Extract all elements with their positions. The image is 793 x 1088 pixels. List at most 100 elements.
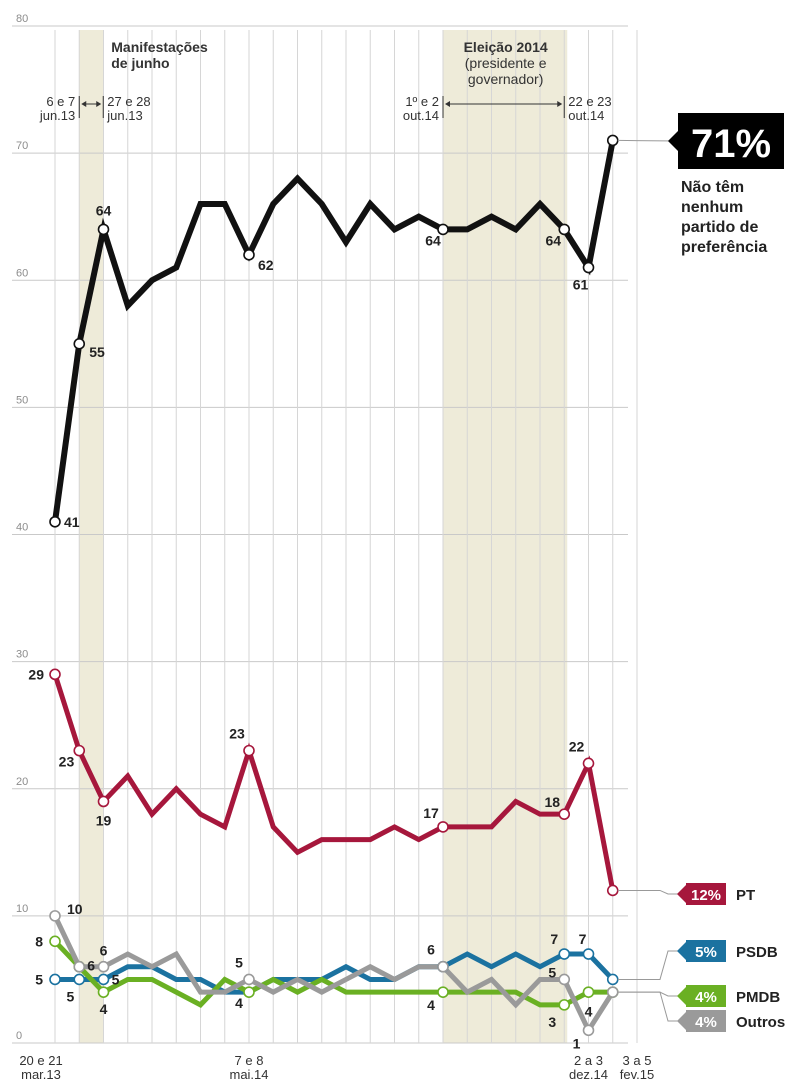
data-point-pmdb [49, 935, 61, 948]
data-label-nenhum: 64 [425, 232, 441, 248]
badge-pointer [677, 885, 686, 903]
data-point-pmdb [437, 986, 449, 998]
y-tick-label: 50 [16, 394, 28, 406]
y-tick-label: 40 [16, 522, 28, 534]
data-point-outros [558, 973, 571, 986]
data-label-pt: 17 [423, 805, 439, 821]
badge-outros [686, 1010, 726, 1032]
data-label-psdb: 5 [35, 971, 43, 987]
data-point-pt [73, 744, 86, 757]
data-label-outros: 1 [573, 1035, 581, 1051]
data-label-nenhum: 55 [89, 344, 105, 360]
badge-pointer [677, 987, 686, 1005]
data-label-nenhum: 62 [258, 257, 274, 273]
data-markers [49, 134, 619, 1037]
data-label-nenhum: 64 [96, 202, 112, 218]
data-label-outros: 4 [585, 1003, 593, 1019]
data-label-pt: 19 [96, 812, 112, 828]
data-label-psdb: 7 [550, 931, 558, 947]
y-tick-label: 0 [16, 1030, 22, 1042]
legend-label-pmdb: PMDB [736, 989, 780, 1006]
data-point-outros [582, 1024, 595, 1037]
data-point-pmdb [582, 986, 595, 998]
data-point-pt [243, 744, 255, 757]
data-point-psdb [558, 948, 571, 960]
legend-label-psdb: PSDB [736, 944, 778, 961]
grid: 0 10 20 30 40 50 60 70 80 [12, 13, 638, 1044]
y-tick-label: 80 [16, 13, 28, 25]
data-point-nenhum [437, 223, 449, 236]
data-point-nenhum [49, 515, 61, 528]
connector-pmdb [617, 991, 678, 997]
data-point-psdb [49, 973, 61, 986]
final-legend: 71% Não têm nenhum partido de preferência 12%… [617, 113, 785, 1032]
series-line-nenhum [52, 139, 616, 523]
data-point-pt [606, 884, 619, 897]
event-left-date: 1º e 2 out.14 [403, 94, 439, 123]
data-point-pt [97, 795, 110, 808]
data-point-psdb [73, 973, 86, 986]
data-label-pmdb: 8 [35, 933, 43, 949]
data-point-nenhum [558, 223, 571, 236]
legend-label-outros: Outros [736, 1014, 785, 1031]
series-lines [52, 139, 616, 1036]
badge-value-outros: 4% [695, 1014, 717, 1031]
badge-value-pt: 12% [691, 887, 721, 904]
data-label-pt: 22 [569, 738, 585, 754]
data-point-nenhum [582, 261, 595, 274]
data-label-pt: 29 [28, 666, 44, 682]
event-arrow-head [81, 101, 87, 107]
x-tick-label: 20 e 21 mar.13 [19, 1053, 62, 1082]
connector-outros [617, 991, 678, 1022]
x-tick-label: 3 a 5 fev.15 [620, 1053, 654, 1082]
data-point-pmdb [97, 986, 110, 998]
data-label-outros: 6 [100, 943, 108, 959]
data-point-outros [437, 960, 449, 973]
badge-pointer [668, 131, 678, 151]
data-label-pt: 23 [229, 726, 245, 742]
y-tick-label: 20 [16, 776, 28, 788]
data-point-nenhum [73, 338, 86, 350]
data-label-outros: 6 [87, 958, 95, 974]
legend-label-pt: PT [736, 887, 755, 904]
data-label-psdb: 6 [427, 942, 435, 958]
data-label-pmdb: 4 [235, 995, 243, 1011]
data-label-pt: 18 [544, 794, 560, 810]
y-tick-label: 30 [16, 649, 28, 661]
data-point-pt [582, 757, 595, 770]
event-arrow-head [557, 101, 563, 107]
data-label-psdb: 7 [579, 931, 587, 947]
data-label-psdb: 5 [112, 971, 120, 987]
badge-value-psdb: 5% [695, 944, 717, 961]
data-point-psdb [97, 973, 110, 986]
event-bands [79, 30, 568, 1043]
data-point-nenhum [97, 223, 110, 236]
data-label-nenhum: 64 [545, 232, 561, 248]
event-title: Manifestações de junho [111, 39, 208, 71]
data-point-psdb [606, 973, 619, 986]
data-point-outros [49, 910, 61, 922]
y-tick-label: 60 [16, 267, 28, 279]
x-tick-label: 2 a 3 dez.14 [569, 1053, 608, 1082]
data-point-pmdb [558, 999, 571, 1011]
data-label-pt: 23 [59, 754, 75, 770]
data-point-nenhum [243, 249, 255, 261]
connector-nenhum [617, 139, 679, 142]
badge-pt [686, 883, 726, 905]
x-tick-label: 7 e 8 mai.14 [229, 1053, 268, 1082]
badge-nenhum [678, 113, 784, 169]
data-label-outros: 5 [548, 964, 556, 980]
data-point-pt [49, 668, 61, 681]
data-label-pmdb: 4 [427, 997, 435, 1013]
data-point-outros [243, 973, 255, 986]
data-point-outros [97, 960, 110, 973]
data-point-pmdb [243, 986, 255, 998]
connector-psdb [617, 950, 678, 980]
event-right-date: 27 e 28 jun.13 [106, 94, 150, 123]
y-tick-label: 70 [16, 140, 28, 152]
data-label-outros: 5 [235, 954, 243, 970]
series-line-pt [52, 673, 616, 891]
event-band-1 [443, 30, 568, 1043]
